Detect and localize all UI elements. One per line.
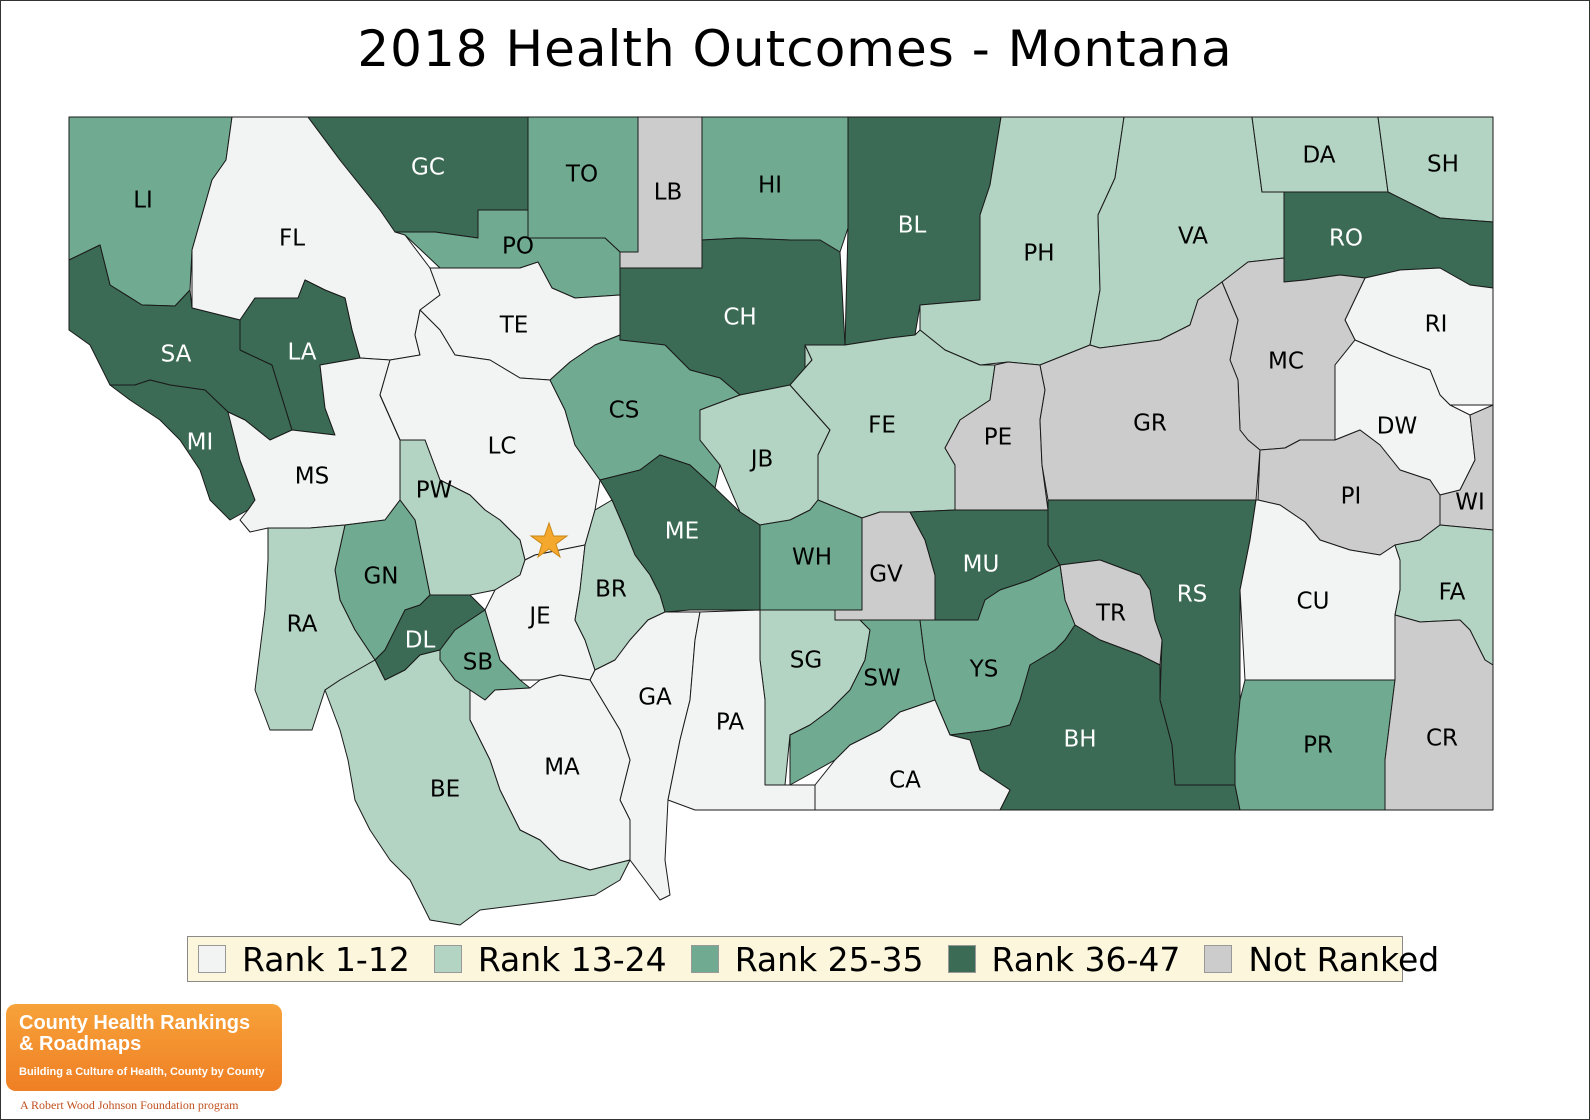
county-label-fa: FA bbox=[1439, 580, 1466, 606]
legend-label: Rank 13-24 bbox=[477, 939, 667, 979]
county-label-wi: WI bbox=[1455, 490, 1485, 516]
county-label-tr: TR bbox=[1095, 601, 1126, 627]
county-label-lc: LC bbox=[488, 434, 517, 460]
county-label-sh: SH bbox=[1427, 152, 1459, 178]
legend: Rank 1-12 Rank 13-24 Rank 25-35 Rank 36-47 N… bbox=[187, 936, 1439, 982]
county-label-da: DA bbox=[1302, 143, 1335, 169]
legend-item: Rank 13-24 bbox=[433, 939, 667, 979]
county-label-ri: RI bbox=[1425, 312, 1448, 338]
county-label-sb: SB bbox=[463, 650, 493, 676]
county-label-li: LI bbox=[133, 188, 153, 214]
county-label-la: LA bbox=[287, 340, 316, 366]
county-label-cs: CS bbox=[609, 398, 640, 424]
logo-footer: A Robert Wood Johnson Foundation program bbox=[20, 1098, 239, 1112]
county-label-br: BR bbox=[595, 577, 627, 603]
county-label-mi: MI bbox=[187, 430, 214, 456]
county-label-va: VA bbox=[1178, 224, 1208, 250]
county-label-dl: DL bbox=[405, 628, 436, 654]
county-be bbox=[324, 649, 631, 926]
county-label-gc: GC bbox=[411, 155, 445, 181]
county-ca bbox=[814, 699, 1011, 811]
county-label-ms: MS bbox=[295, 464, 329, 490]
legend-item: Rank 36-47 bbox=[947, 939, 1181, 979]
legend-swatch bbox=[198, 945, 226, 973]
county-cr bbox=[1384, 614, 1494, 811]
county-label-gn: GN bbox=[363, 564, 398, 590]
legend-item: Rank 1-12 bbox=[198, 940, 410, 979]
legend-label: Rank 36-47 bbox=[991, 939, 1181, 979]
county-label-sw: SW bbox=[863, 666, 900, 692]
county-label-pr: PR bbox=[1303, 733, 1333, 759]
legend-item: Not Ranked bbox=[1204, 940, 1439, 979]
county-label-te: TE bbox=[499, 313, 529, 339]
county-label-gv: GV bbox=[869, 562, 903, 588]
county-label-pw: PW bbox=[416, 478, 453, 504]
map-title: 2018 Health Outcomes - Montana bbox=[357, 20, 1233, 78]
legend-swatch bbox=[433, 945, 462, 973]
county-label-gr: GR bbox=[1133, 411, 1167, 437]
legend-label: Not Ranked bbox=[1248, 939, 1440, 979]
county-label-po: PO bbox=[502, 234, 534, 260]
county-label-mu: MU bbox=[963, 552, 1000, 578]
county-label-fe: FE bbox=[868, 413, 896, 439]
county-label-ca: CA bbox=[889, 768, 921, 794]
county-label-pe: PE bbox=[984, 425, 1012, 451]
county-label-cr: CR bbox=[1426, 726, 1458, 752]
county-label-bl: BL bbox=[898, 213, 927, 239]
county-label-me: ME bbox=[665, 519, 699, 545]
county-label-pi: PI bbox=[1341, 484, 1362, 510]
legend-swatch bbox=[690, 945, 719, 973]
capital-star-icon bbox=[529, 521, 569, 559]
county-label-cu: CU bbox=[1297, 589, 1330, 615]
county-health-rankings-logo: County Health Rankings & Roadmaps Buildi… bbox=[6, 1004, 282, 1091]
county-label-ys: YS bbox=[969, 657, 999, 683]
county-wi bbox=[1439, 404, 1494, 531]
legend-swatch bbox=[947, 945, 976, 973]
county-gr bbox=[1039, 281, 1261, 501]
county-label-hi: HI bbox=[758, 173, 782, 199]
county-label-ch: CH bbox=[723, 305, 756, 331]
county-label-lb: LB bbox=[654, 180, 683, 206]
logo-title: County Health Rankings & Roadmaps bbox=[19, 1012, 251, 1055]
county-label-fl: FL bbox=[279, 226, 305, 252]
legend-label: Rank 1-12 bbox=[242, 939, 410, 979]
county-label-sg: SG bbox=[790, 648, 822, 674]
county-label-bh: BH bbox=[1063, 727, 1096, 753]
legend-item: Rank 25-35 bbox=[690, 939, 924, 979]
legend-swatch bbox=[1204, 945, 1233, 973]
county-label-ra: RA bbox=[287, 612, 318, 638]
county-label-pa: PA bbox=[716, 710, 744, 736]
county-label-je: JE bbox=[527, 604, 550, 630]
county-label-mc: MC bbox=[1268, 349, 1304, 375]
county-label-dw: DW bbox=[1377, 414, 1417, 440]
county-label-ro: RO bbox=[1329, 226, 1363, 252]
county-label-ph: PH bbox=[1023, 241, 1054, 267]
county-label-to: TO bbox=[565, 162, 598, 188]
county-label-be: BE bbox=[430, 777, 460, 803]
county-label-wh: WH bbox=[792, 545, 832, 571]
county-label-sa: SA bbox=[161, 342, 192, 368]
county-label-ga: GA bbox=[638, 685, 672, 711]
legend-label: Rank 25-35 bbox=[734, 939, 924, 979]
county-label-rs: RS bbox=[1177, 582, 1208, 608]
county-label-jb: JB bbox=[749, 447, 774, 473]
county-label-ma: MA bbox=[544, 755, 580, 781]
logo-tagline: Building a Culture of Health, County by … bbox=[19, 1066, 265, 1078]
